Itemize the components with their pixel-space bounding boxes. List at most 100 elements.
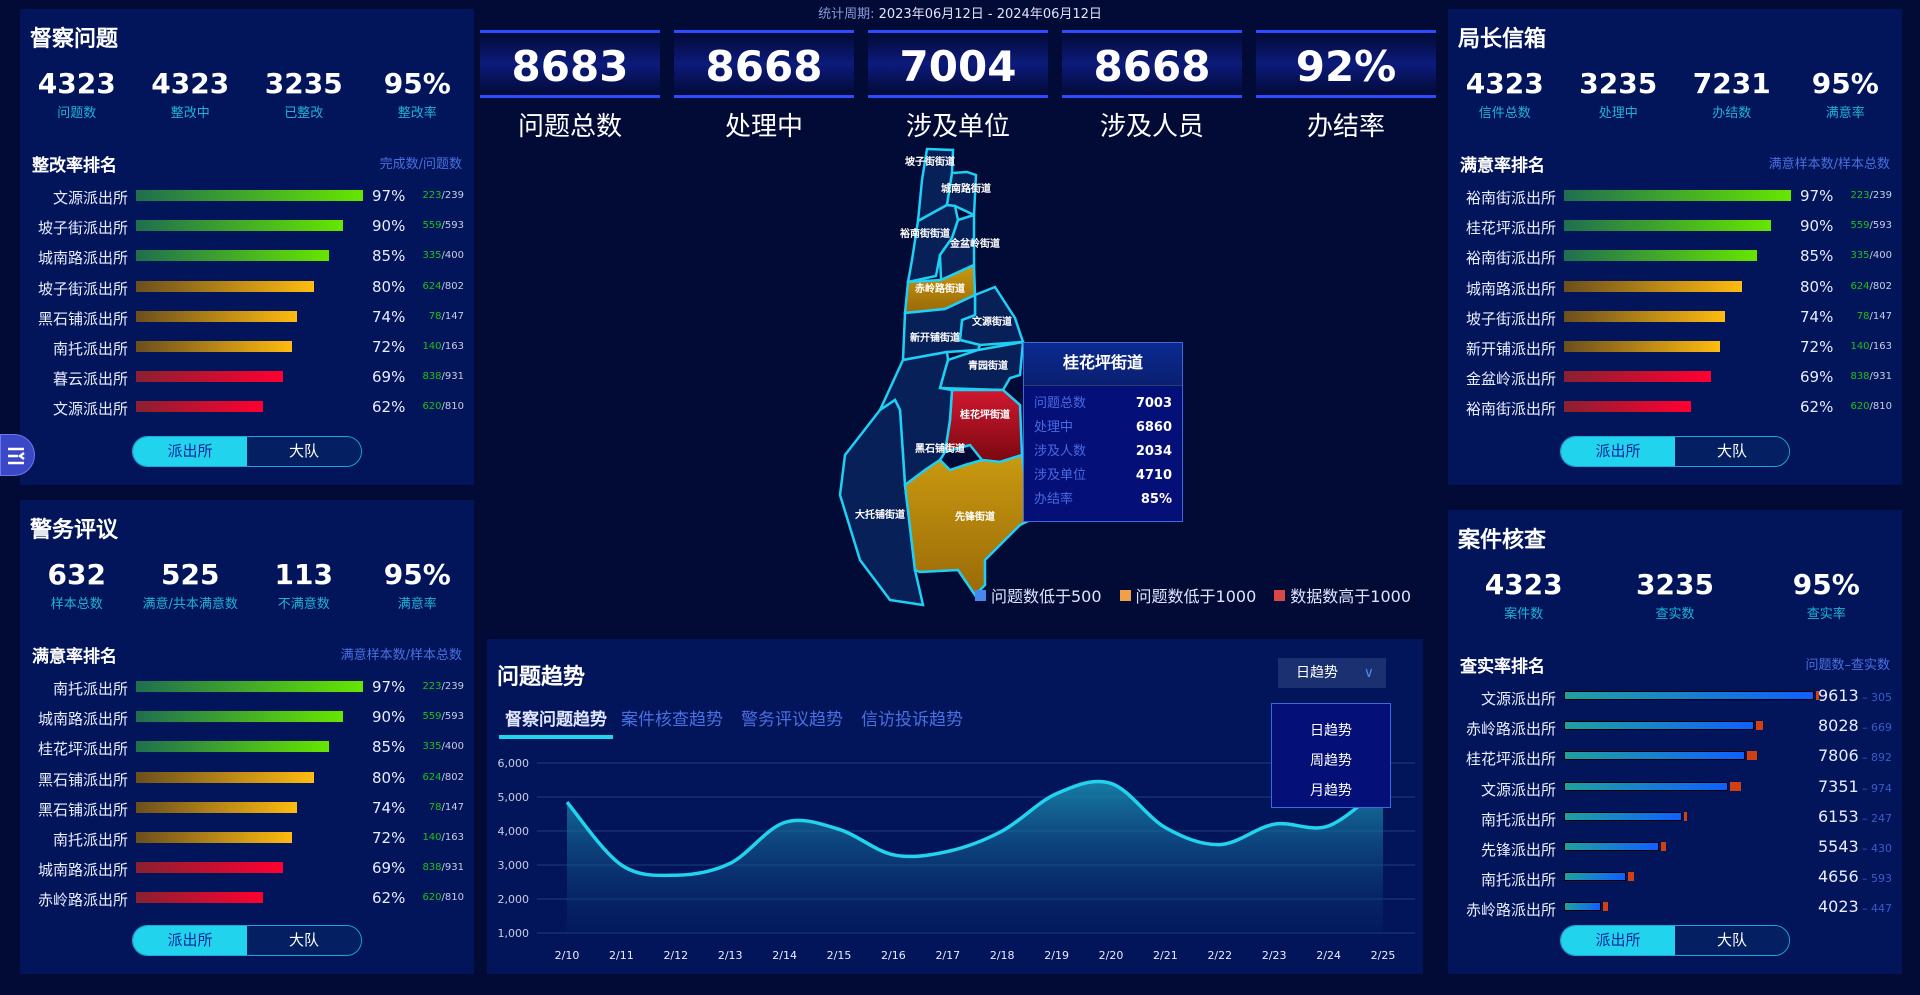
total-count: 163 (444, 832, 464, 843)
stat-value: 4323 (37, 67, 116, 100)
total-count: 802 (1872, 280, 1892, 292)
station-name: 赤岭路派出所 (1465, 720, 1556, 739)
rank-bar (136, 341, 292, 352)
tooltip-label: 问题总数 (1034, 396, 1087, 411)
rank-percent: 62% (1800, 398, 1834, 417)
toggle-police-station[interactable]: 派出所 (133, 437, 247, 466)
map-region[interactable] (903, 453, 1032, 597)
trend-tab[interactable]: 警务评议趋势 (741, 710, 843, 730)
rank-title: 满意率排名 (1460, 156, 1545, 176)
stat-label: 办结数 (1712, 106, 1752, 121)
station-name: 坡子街派出所 (37, 279, 128, 298)
toggle-brigade[interactable]: 大队 (247, 926, 361, 955)
tooltip-value: 6860 (1135, 420, 1172, 435)
rank-percent: 85% (1800, 247, 1834, 266)
case-diff: – 305 (1862, 691, 1892, 704)
region-label: 裕南街街道 (899, 227, 950, 240)
done-count: 335 (422, 250, 442, 262)
unit-toggle[interactable]: 派出所 大队 (1560, 925, 1790, 956)
dropdown-option-day[interactable]: 日趋势 (1310, 723, 1352, 739)
rank-row: 南托派出所 97% 223/239 (20, 672, 474, 702)
rank-bar (136, 310, 298, 322)
rank-fraction: 624/802 (422, 280, 464, 292)
case-count: 4023 (1818, 897, 1859, 917)
stat-label: 满意/共本满意数 (142, 597, 238, 612)
tooltip-label: 办结率 (1034, 492, 1074, 507)
x-tick-label: 2/23 (1262, 949, 1287, 962)
rank-bar (136, 832, 292, 843)
period-bar: 统计周期: 2023年06月12日 - 2024年06月12日 (0, 3, 1920, 22)
done-count: 624 (422, 771, 442, 783)
trend-period-dropdown[interactable]: 日趋势 ∨ (1278, 658, 1386, 688)
done-count: 223 (1850, 190, 1870, 201)
case-count: 7806 (1818, 746, 1859, 766)
rank-percent: 97% (372, 678, 406, 696)
tooltip-label: 涉及单位 (1034, 468, 1087, 483)
region-label: 先锋街道 (955, 510, 995, 523)
tooltip-row: 涉及单位 4710 (1034, 464, 1172, 488)
trend-tab[interactable]: 案件核查趋势 (621, 710, 723, 730)
trend-tab[interactable]: 信访投诉趋势 (861, 710, 963, 730)
stat-item: 4323 案件数 (1467, 568, 1581, 622)
stat-label: 已整改 (284, 106, 324, 121)
station-name: 黑石铺派出所 (37, 800, 128, 819)
region-label: 赤岭路街道 (915, 282, 965, 295)
case-count: 7351 (1818, 776, 1859, 796)
toggle-police-station[interactable]: 派出所 (1561, 437, 1675, 466)
sidebar-toggle-button[interactable] (0, 434, 35, 476)
dropdown-option-month[interactable]: 月趋势 (1310, 783, 1352, 799)
toggle-police-station[interactable]: 派出所 (1561, 926, 1675, 955)
region-label: 桂花坪街道 (959, 408, 1010, 421)
done-count: 223 (422, 681, 442, 692)
toggle-brigade[interactable]: 大队 (247, 437, 361, 466)
station-name: 文源派出所 (52, 189, 128, 207)
stat-item: 7231 办结数 (1675, 67, 1789, 121)
legend-item: 问题数低于1000 (1119, 583, 1256, 607)
verified-bar (1564, 872, 1626, 882)
rank-bar (1564, 401, 1692, 413)
station-name: 黑石铺派出所 (37, 309, 128, 328)
unit-toggle[interactable]: 派出所 大队 (132, 925, 362, 956)
total-count: 931 (444, 371, 464, 383)
region-label: 青园街道 (968, 359, 1008, 372)
x-tick-label: 2/19 (1044, 949, 1069, 962)
region-label: 坡子街街道 (905, 155, 955, 168)
rank-note: 满意样本数/样本总数 (340, 648, 462, 663)
panel-title: 问题趋势 (497, 665, 586, 690)
rank-row: 赤岭路派出所 4023– 447 (1448, 893, 1902, 923)
rank-row: 南托派出所 4656– 593 (1448, 863, 1902, 893)
map-region[interactable] (838, 398, 925, 607)
unit-toggle[interactable]: 派出所 大队 (132, 436, 362, 467)
diff-value: 593 (1871, 872, 1892, 886)
stat-label: 案件数 (1504, 607, 1544, 622)
toggle-brigade[interactable]: 大队 (1675, 926, 1789, 955)
stats-row: 632 样本总数 525 满意/共本满意数 113 不满意数 95% 满意率 (20, 558, 474, 612)
trend-tab[interactable]: 督察问题趋势 (499, 705, 613, 739)
toggle-police-station[interactable]: 派出所 (133, 926, 247, 955)
rank-fraction: 223/239 (422, 681, 464, 692)
done-count: 140 (422, 832, 442, 843)
rank-bar (1564, 341, 1720, 352)
rank-percent: 90% (372, 708, 406, 727)
x-tick-label: 2/17 (935, 949, 960, 962)
stat-item: 95% 整改率 (361, 67, 475, 121)
rank-percent: 97% (1800, 187, 1834, 205)
total-count: 400 (1872, 250, 1892, 262)
rank-bar (136, 250, 329, 262)
rank-row: 金盆岭派出所 69% 838/931 (1448, 362, 1902, 392)
dropdown-option-week[interactable]: 周趋势 (1310, 753, 1352, 769)
stat-value: 95% (1792, 568, 1860, 601)
legend-item: 问题数低于500 (975, 583, 1102, 607)
done-count: 620 (422, 401, 442, 413)
stat-item: 95% 满意率 (361, 558, 475, 612)
rank-fraction: 140/163 (1850, 341, 1892, 352)
done-count: 78 (428, 310, 442, 322)
unit-toggle[interactable]: 派出所 大队 (1560, 436, 1790, 467)
station-name: 暮云派出所 (52, 370, 128, 389)
stat-value: 95% (1811, 67, 1879, 100)
station-name: 裕南街派出所 (1465, 249, 1556, 268)
toggle-brigade[interactable]: 大队 (1675, 437, 1789, 466)
stats-row: 4323 信件总数 3235 处理中 7231 办结数 95% 满意率 (1448, 67, 1902, 121)
stat-label: 整改中 (170, 106, 210, 121)
rank-fraction: 335/400 (422, 741, 464, 753)
